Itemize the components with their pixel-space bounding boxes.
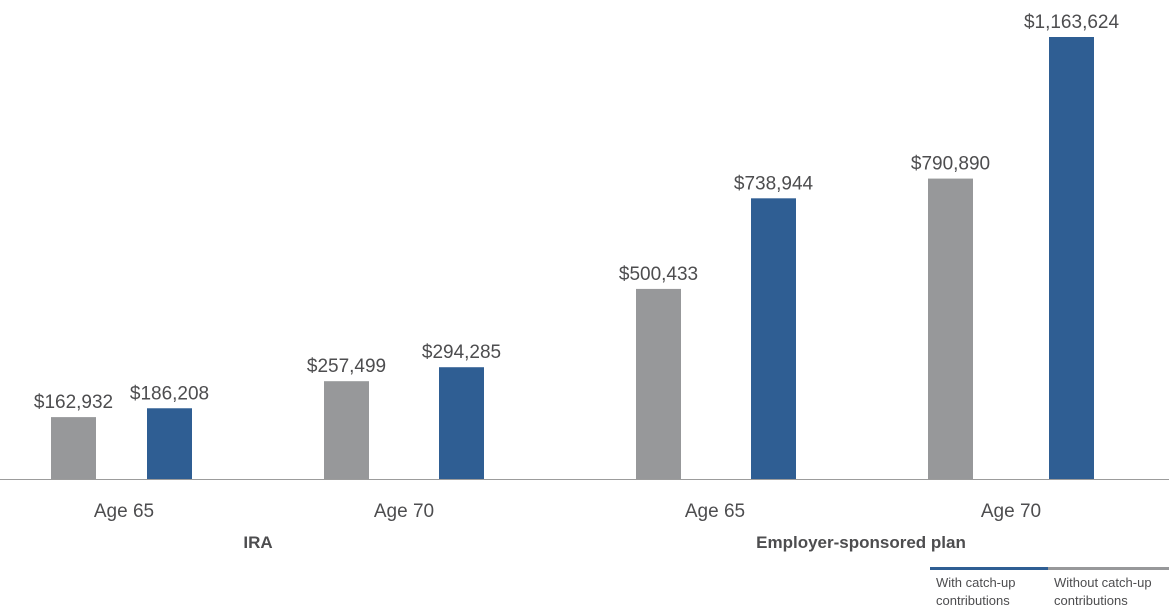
legend-swatch [1048, 567, 1169, 570]
x-tick-label: Age 70 [374, 501, 434, 522]
group-label: IRA [243, 533, 272, 552]
bar-with-catchup-3 [1049, 37, 1094, 479]
bar-with-catchup-0 [147, 408, 192, 479]
data-label: $257,499 [307, 356, 386, 377]
data-label: $186,208 [130, 383, 209, 404]
data-label: $162,932 [34, 392, 113, 413]
legend-label-line2: contributions [1054, 593, 1128, 608]
bar-with-catchup-2 [751, 198, 796, 479]
legend-label-line1: With catch-up [936, 575, 1015, 590]
data-label: $500,433 [619, 264, 698, 285]
legend-swatch [930, 567, 1048, 570]
bar-without-catchup-1 [324, 381, 369, 479]
x-tick-label: Age 70 [981, 501, 1041, 522]
group-label: Employer-sponsored plan [756, 533, 966, 552]
bar-without-catchup-3 [928, 178, 973, 479]
x-tick-label: Age 65 [685, 501, 745, 522]
bar-without-catchup-2 [636, 288, 681, 479]
bar-without-catchup-0 [51, 417, 96, 479]
bar-with-catchup-1 [439, 367, 484, 479]
data-label: $1,163,624 [1024, 12, 1120, 33]
data-label: $790,890 [911, 154, 990, 175]
legend-label-line1: Without catch-up [1054, 575, 1152, 590]
x-tick-label: Age 65 [94, 501, 154, 522]
data-label: $738,944 [734, 173, 814, 194]
data-label: $294,285 [422, 342, 501, 363]
legend-label-line2: contributions [936, 593, 1010, 608]
